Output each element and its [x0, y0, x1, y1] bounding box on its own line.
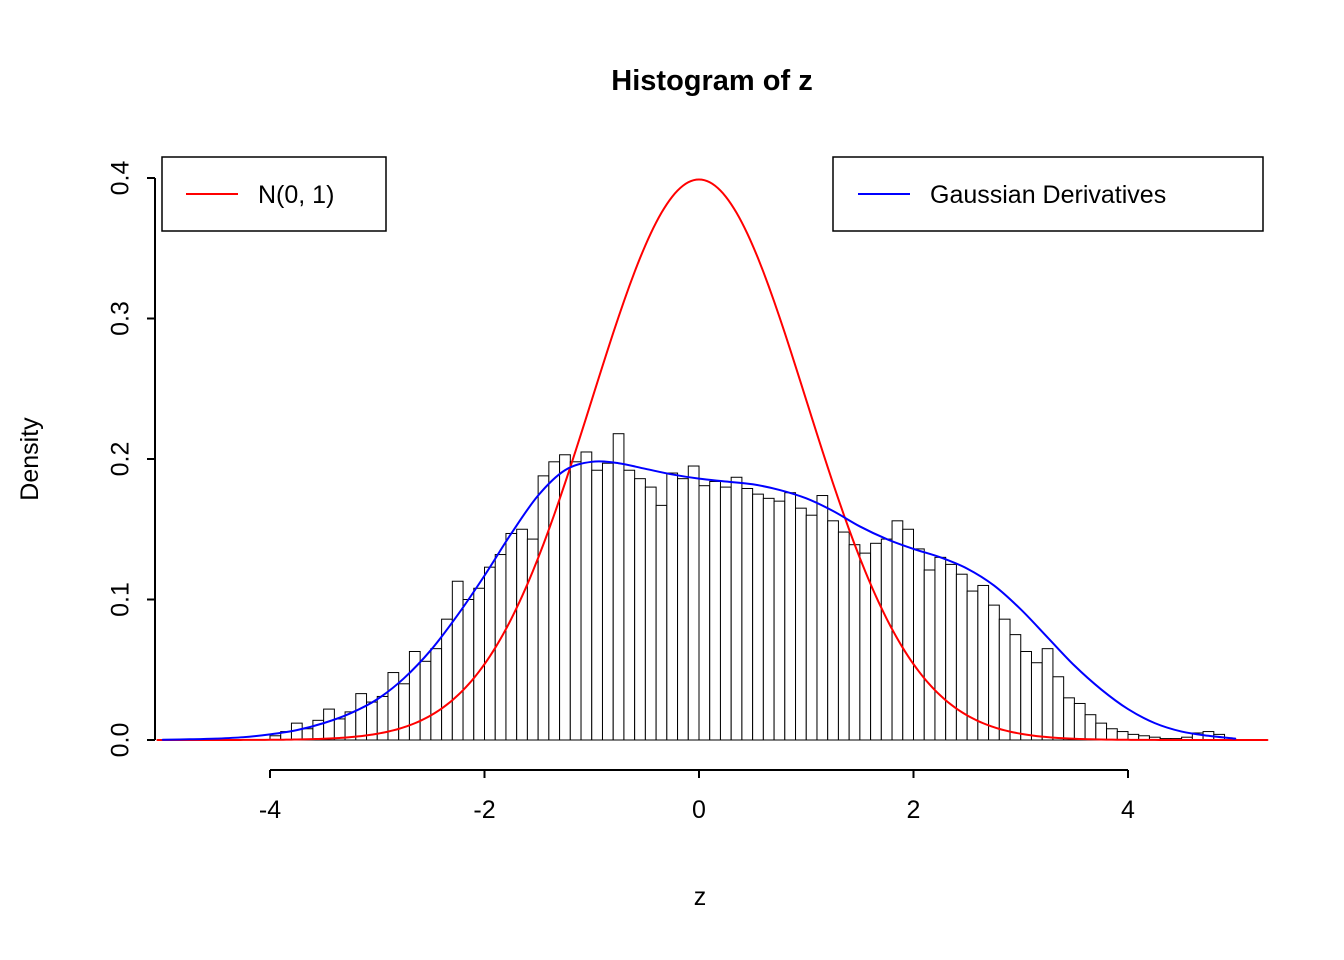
legend-normal: N(0, 1) — [161, 156, 387, 232]
histogram-bar — [741, 488, 754, 741]
histogram-bar — [998, 618, 1011, 741]
histogram-bar — [773, 500, 786, 741]
y-axis-label: Density — [16, 417, 44, 501]
histogram-bar — [988, 604, 1000, 741]
histogram-bar — [1009, 634, 1022, 741]
chart-title: Histogram of z — [611, 65, 812, 97]
y-tick-label: 0.4 — [107, 161, 135, 196]
histogram-bar — [1084, 714, 1097, 741]
histogram-bar — [752, 493, 764, 741]
histogram-bar — [484, 566, 496, 741]
histogram-bar — [784, 492, 797, 741]
histogram-bar — [870, 542, 882, 741]
histogram-bar — [601, 462, 614, 741]
histogram-bar — [837, 531, 850, 741]
y-tick-label: 0.1 — [107, 582, 135, 617]
normal-curve — [156, 178, 1269, 742]
x-tick-label: -4 — [259, 796, 281, 824]
histogram-bar — [398, 683, 410, 741]
histogram-bar — [913, 548, 925, 741]
histogram-bar — [516, 528, 528, 741]
histogram-bar — [644, 486, 657, 741]
histogram-bar — [762, 497, 775, 741]
histogram-bar — [666, 472, 679, 741]
histogram-bar — [344, 711, 357, 741]
histogram-bar — [934, 556, 947, 741]
histogram-bar — [430, 648, 443, 741]
y-tick-label: 0.3 — [107, 301, 135, 336]
histogram-bar — [1052, 676, 1065, 741]
histogram-bar — [977, 584, 990, 741]
density-curves — [156, 178, 1269, 742]
histogram-bar — [880, 538, 893, 741]
histogram-bar — [441, 618, 453, 741]
x-tick-label: 2 — [907, 796, 921, 824]
histogram-bar — [848, 544, 861, 741]
histogram-bar — [1095, 722, 1108, 741]
legend-gd-box — [832, 156, 1264, 232]
histogram-bar — [1030, 662, 1043, 741]
x-tick-label: -2 — [473, 796, 495, 824]
histogram-bar — [580, 451, 593, 741]
histogram-bar — [623, 469, 636, 741]
histogram-bar — [419, 660, 432, 741]
histogram-bar — [451, 580, 464, 741]
histogram-bar — [634, 478, 646, 741]
histogram-bar — [719, 486, 732, 741]
histogram-bar — [945, 563, 957, 741]
histogram-bar — [709, 480, 721, 741]
histogram-bar — [1063, 697, 1075, 741]
histogram-bar — [505, 532, 518, 741]
gaussian-derivatives-curve — [161, 460, 1237, 741]
histogram-bar — [591, 469, 603, 741]
histogram-bar — [355, 693, 368, 741]
legend-normal-box — [161, 156, 387, 232]
y-tick-label: 0.0 — [107, 723, 135, 758]
histogram-bar — [655, 504, 668, 741]
histogram-bar — [494, 554, 507, 741]
histogram-bar — [569, 461, 582, 741]
histogram-bar — [612, 433, 625, 741]
histogram-bar — [1020, 650, 1032, 741]
histogram-bar — [677, 478, 689, 741]
legend-normal-label: N(0, 1) — [258, 181, 334, 209]
histogram-bar — [1116, 731, 1129, 741]
histogram-bar — [1073, 702, 1086, 741]
y-tick-label: 0.2 — [107, 442, 135, 477]
legend-gd-label: Gaussian Derivatives — [930, 181, 1166, 209]
histogram-bar — [473, 587, 486, 741]
histogram-bar — [827, 520, 839, 741]
histogram-bar — [687, 465, 700, 741]
histogram-bar — [816, 495, 829, 741]
histogram-bars — [269, 433, 1226, 741]
histogram-bar — [537, 475, 550, 741]
histogram-bar — [795, 507, 807, 741]
x-axis-label: z — [694, 883, 707, 911]
histogram-bar — [1041, 648, 1054, 741]
histogram-bar — [902, 528, 915, 741]
histogram-bar — [462, 599, 475, 741]
histogram-bar — [698, 485, 711, 741]
axes: 0.0 0.1 0.2 0.3 0.4 -4 -2 0 2 4 — [107, 161, 1135, 824]
histogram-bar — [923, 569, 936, 741]
histogram-bar — [323, 708, 335, 741]
histogram-bar — [805, 514, 818, 741]
legend-gaussian-derivatives: Gaussian Derivatives — [832, 156, 1264, 232]
histogram-bar — [730, 476, 743, 741]
x-tick-label: 0 — [692, 796, 706, 824]
x-tick-label: 4 — [1121, 796, 1135, 824]
histogram-bar — [1106, 728, 1118, 741]
